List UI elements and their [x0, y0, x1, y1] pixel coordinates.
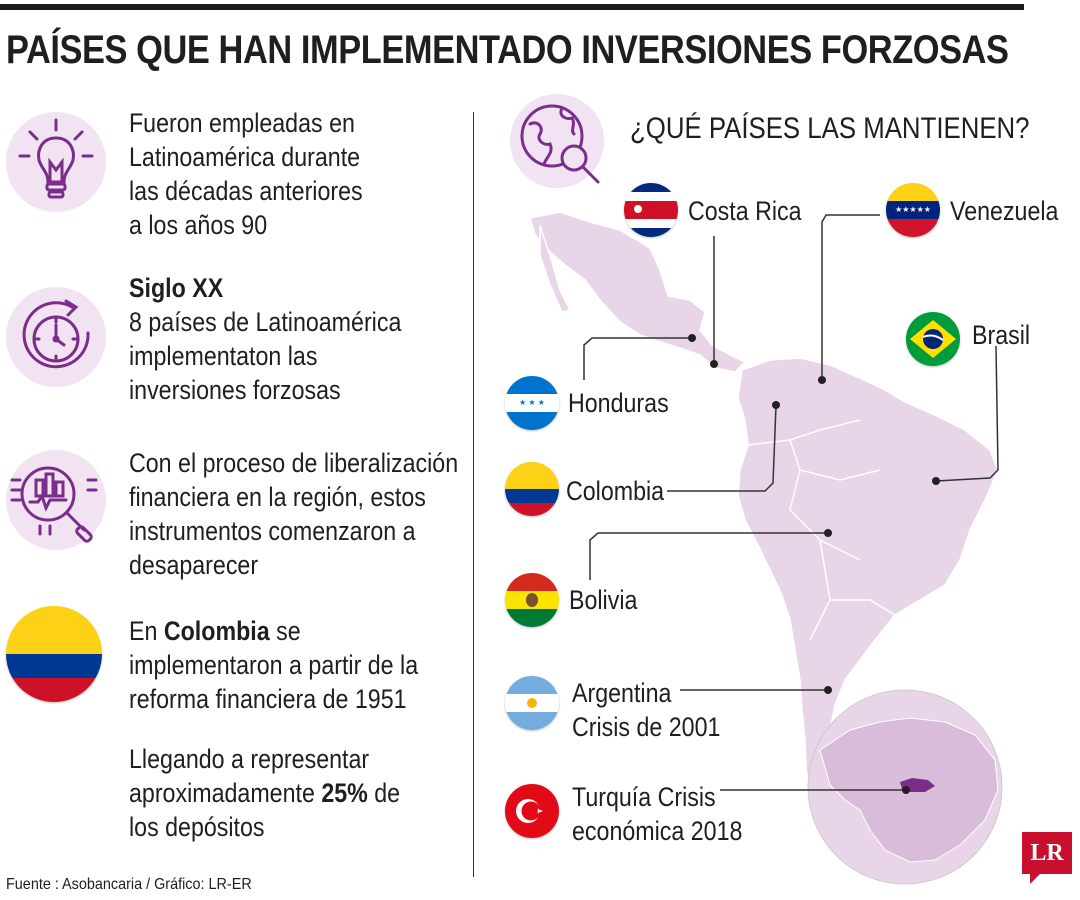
- globe-search-icon: [510, 94, 604, 188]
- brasil-flag: [906, 312, 960, 366]
- text-line: financiera en la región, estos: [129, 482, 426, 512]
- text-line: las décadas anteriores: [129, 176, 363, 206]
- marker-turquia: [902, 786, 910, 794]
- text-line: 8 países de Latinoamérica: [129, 307, 402, 337]
- connector-bolivia: [589, 532, 828, 580]
- text-line: En Colombia se: [129, 614, 413, 648]
- marker-honduras: [688, 334, 696, 342]
- marker-argentina: [824, 686, 832, 694]
- text-line: instrumentos comenzaron a: [129, 516, 416, 546]
- text-line: implementaron a partir de la: [129, 650, 419, 680]
- border-line: [747, 419, 896, 641]
- central-america-shape: [529, 211, 747, 373]
- text-line: los depósitos: [129, 812, 265, 842]
- text-line: Con el proceso de liberalización: [129, 448, 459, 478]
- label-colombia: Colombia: [566, 476, 665, 506]
- map-title: ¿QUÉ PAÍSES LAS MANTIENEN?: [630, 112, 1030, 145]
- marker-costa-rica: [710, 360, 718, 368]
- turquia-flag: [505, 784, 559, 838]
- colombia-bold: Colombia: [163, 616, 270, 646]
- column-divider: [473, 112, 474, 877]
- source-credit: Fuente : Asobancaria / Gráfico: LR-ER: [6, 876, 252, 893]
- text-block-2: Siglo XX 8 países de Latinoamérica imple…: [129, 271, 413, 407]
- top-rule: [0, 4, 1024, 10]
- analysis-magnifier-icon: [6, 450, 106, 550]
- lightbulb-icon: [6, 112, 106, 212]
- text-block-3: Con el proceso de liberalización financi…: [129, 446, 459, 582]
- text-block-5: Llegando a representar aproximadamente 2…: [129, 742, 413, 844]
- label-costa-rica: Costa Rica: [688, 196, 802, 226]
- text-block-1: Fueron empleadas en Latinoamérica durant…: [129, 106, 413, 242]
- argentina-name: Argentina: [572, 678, 672, 708]
- text-line: Llegando a representar: [129, 744, 370, 774]
- turquia-name: Turquía Crisis: [572, 782, 716, 812]
- marker-bolivia: [824, 529, 832, 537]
- text-line: implementaton las: [129, 341, 318, 371]
- siglo-heading: Siglo XX: [129, 273, 224, 303]
- baja-shape: [539, 225, 572, 313]
- venezuela-flag: ★★★★★: [886, 183, 940, 237]
- label-turquia: Turquía Crisis económica 2018: [572, 780, 742, 848]
- text-line: Fueron empleadas en: [129, 108, 355, 138]
- label-venezuela: Venezuela: [950, 196, 1059, 226]
- text-span: En: [129, 616, 164, 646]
- text-line: reforma financiera de 1951: [129, 684, 407, 714]
- colombia-flag: [505, 462, 559, 516]
- text-span: aproximadamente: [129, 778, 322, 808]
- bolivia-flag: [505, 573, 559, 627]
- label-bolivia: Bolivia: [569, 585, 638, 615]
- text-span: de: [367, 778, 401, 808]
- marker-venezuela: [818, 376, 826, 384]
- text-span: se: [269, 616, 301, 646]
- connector-honduras: [583, 337, 690, 380]
- connector-colombia: [667, 405, 777, 492]
- honduras-flag: ★ ★ ★: [505, 376, 559, 430]
- costa-rica-flag: [624, 183, 678, 237]
- text-line: a los años 90: [129, 210, 268, 240]
- argentina-flag: [505, 676, 559, 730]
- turquia-note: económica 2018: [572, 816, 743, 846]
- page-title: PAÍSES QUE HAN IMPLEMENTADO INVERSIONES …: [6, 28, 1009, 72]
- text-line: inversiones forzosas: [129, 375, 341, 405]
- label-argentina: Argentina Crisis de 2001: [572, 676, 720, 744]
- marker-brasil: [932, 477, 940, 485]
- marker-colombia: [772, 401, 780, 409]
- text-line: desaparecer: [129, 550, 259, 580]
- text-line: aproximadamente 25% de: [129, 776, 413, 810]
- text-line: Latinoamérica durante: [129, 142, 361, 172]
- label-brasil: Brasil: [972, 320, 1031, 350]
- connector-brasil: [935, 345, 999, 482]
- lr-logo: LR: [1022, 832, 1072, 884]
- connector-venezuela: [821, 214, 880, 378]
- text-block-4: En Colombia se implementaron a partir de…: [129, 614, 419, 716]
- clock-icon: [6, 287, 106, 387]
- label-honduras: Honduras: [568, 388, 669, 418]
- argentina-note: Crisis de 2001: [572, 712, 721, 742]
- percent-bold: 25%: [321, 778, 368, 808]
